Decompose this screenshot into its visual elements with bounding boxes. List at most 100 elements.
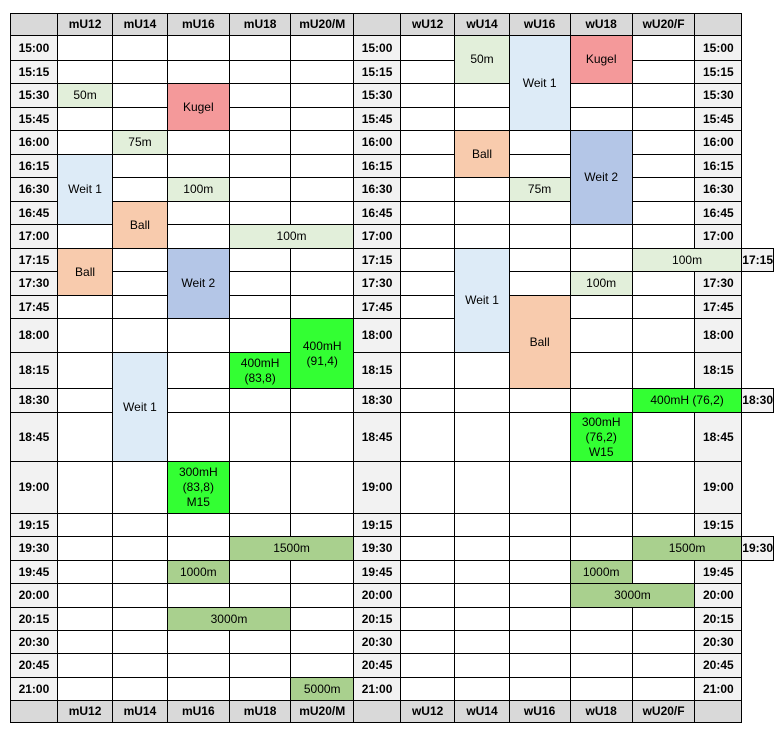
time-label: 19:30 bbox=[353, 536, 401, 561]
empty-cell bbox=[166, 352, 230, 389]
schedule-table: mU12 mU14 mU16 mU18 mU20/M wU12 wU14 wU16 wU18 wU… bbox=[10, 13, 774, 723]
time-label: 19:00 bbox=[10, 461, 58, 514]
time-label: 20:15 bbox=[353, 607, 401, 631]
time-label: 19:15 bbox=[10, 513, 58, 537]
empty-cell bbox=[56, 536, 114, 561]
event-cell: 3000m bbox=[166, 607, 292, 631]
time-label: 15:00 bbox=[353, 35, 401, 61]
empty-cell bbox=[631, 107, 696, 131]
time-label: 18:15 bbox=[353, 352, 401, 389]
empty-cell bbox=[508, 388, 571, 413]
column-header: mU14 bbox=[112, 700, 168, 723]
time-label: 18:00 bbox=[10, 318, 58, 353]
empty-cell bbox=[631, 177, 696, 202]
empty-cell bbox=[290, 513, 355, 537]
empty-cell bbox=[631, 630, 696, 654]
time-label: 17:45 bbox=[10, 295, 58, 319]
time-row: 20:30 20:30 20:30 bbox=[10, 630, 774, 654]
empty-cell bbox=[454, 177, 510, 202]
time-row: 20:15 3000m 20:15 20:15 bbox=[10, 607, 774, 631]
time-label: 19:00 bbox=[353, 461, 401, 514]
time-row: 15:00 15:00 50m Weit 1 Kugel 15:00 bbox=[10, 35, 774, 131]
empty-cell bbox=[508, 560, 571, 584]
empty-cell bbox=[399, 388, 456, 413]
empty-cell bbox=[290, 60, 355, 84]
empty-cell bbox=[112, 295, 168, 319]
time-row: 15:15 15:15 15:15 bbox=[10, 60, 774, 84]
event-cell: 100m bbox=[166, 177, 230, 202]
time-label: 16:45 bbox=[353, 201, 401, 225]
column-header: mU18 bbox=[228, 13, 292, 36]
event-cell: Ball bbox=[454, 130, 510, 178]
empty-cell bbox=[228, 154, 292, 178]
time-label: 20:30 bbox=[353, 630, 401, 654]
event-cell: 50m bbox=[454, 35, 510, 84]
empty-cell bbox=[228, 461, 292, 514]
time-label: 21:00 bbox=[10, 677, 58, 701]
empty-cell bbox=[290, 83, 355, 108]
time-label: 16:15 bbox=[10, 154, 58, 178]
empty-cell bbox=[631, 154, 696, 178]
empty-cell bbox=[166, 60, 230, 84]
time-label: 18:30 bbox=[353, 388, 401, 413]
time-row: 16:45 Ball 16:45 16:45 bbox=[10, 201, 774, 249]
time-label: 21:00 bbox=[694, 677, 743, 701]
empty-cell bbox=[399, 653, 456, 678]
time-label: 17:15 bbox=[10, 248, 58, 272]
time-label: 21:00 bbox=[353, 677, 401, 701]
empty-cell bbox=[631, 677, 696, 701]
event-cell: Weit 1 bbox=[56, 154, 114, 225]
event-cell: Weit 1 bbox=[454, 248, 510, 353]
empty-cell bbox=[290, 201, 355, 225]
empty-cell bbox=[399, 513, 456, 537]
column-header: mU18 bbox=[228, 700, 292, 723]
column-header: wU12 bbox=[399, 13, 456, 36]
empty-cell bbox=[454, 83, 510, 108]
empty-cell bbox=[290, 607, 355, 631]
event-cell: 400mH (83,8) bbox=[228, 352, 292, 389]
time-row: 15:45 15:45 15:45 bbox=[10, 107, 774, 131]
empty-cell bbox=[508, 653, 571, 678]
time-label: 15:00 bbox=[694, 35, 743, 61]
empty-cell bbox=[166, 583, 230, 608]
time-label: 16:00 bbox=[10, 130, 58, 155]
time-label: 20:30 bbox=[694, 630, 743, 654]
time-row: 19:30 1500m 19:30 1500m 19:30 bbox=[10, 536, 774, 561]
time-label: 18:45 bbox=[10, 412, 58, 462]
time-label: 19:45 bbox=[10, 560, 58, 584]
time-label: 19:15 bbox=[694, 513, 743, 537]
event-cell: Weit 1 bbox=[112, 352, 168, 462]
time-label: 19:15 bbox=[353, 513, 401, 537]
time-label: 15:15 bbox=[353, 60, 401, 84]
column-header: mU12 bbox=[56, 700, 114, 723]
empty-cell bbox=[569, 536, 633, 561]
empty-cell bbox=[228, 248, 292, 272]
time-label: 20:15 bbox=[694, 607, 743, 631]
empty-cell bbox=[399, 607, 456, 631]
empty-cell bbox=[290, 154, 355, 178]
time-label: 20:45 bbox=[353, 653, 401, 678]
empty-cell bbox=[56, 583, 114, 608]
empty-cell bbox=[56, 630, 114, 654]
empty-cell bbox=[454, 352, 510, 389]
header-corner bbox=[10, 700, 58, 723]
event-cell: Weit 1 bbox=[508, 35, 571, 131]
time-label: 20:45 bbox=[10, 653, 58, 678]
empty-cell bbox=[399, 60, 456, 84]
empty-cell bbox=[228, 412, 292, 462]
empty-cell bbox=[56, 295, 114, 319]
column-header: mU12 bbox=[56, 13, 114, 36]
column-header: mU16 bbox=[166, 700, 230, 723]
event-cell: Weit 2 bbox=[166, 248, 230, 319]
time-label: 18:15 bbox=[10, 352, 58, 389]
empty-cell bbox=[508, 461, 571, 514]
top-header-row: mU12 mU14 mU16 mU18 mU20/M wU12 wU14 wU16 wU18 wU… bbox=[10, 13, 774, 36]
time-row: 17:45 17:45 Ball 17:45 bbox=[10, 295, 774, 389]
time-row: 18:30 18:30 400mH (76,2) 18:30 bbox=[10, 388, 774, 413]
empty-cell bbox=[166, 35, 230, 61]
empty-cell bbox=[399, 271, 456, 296]
time-label: 20:30 bbox=[10, 630, 58, 654]
column-header: mU20/M bbox=[290, 13, 355, 36]
event-cell: 75m bbox=[508, 177, 571, 202]
time-label: 19:00 bbox=[694, 461, 743, 514]
